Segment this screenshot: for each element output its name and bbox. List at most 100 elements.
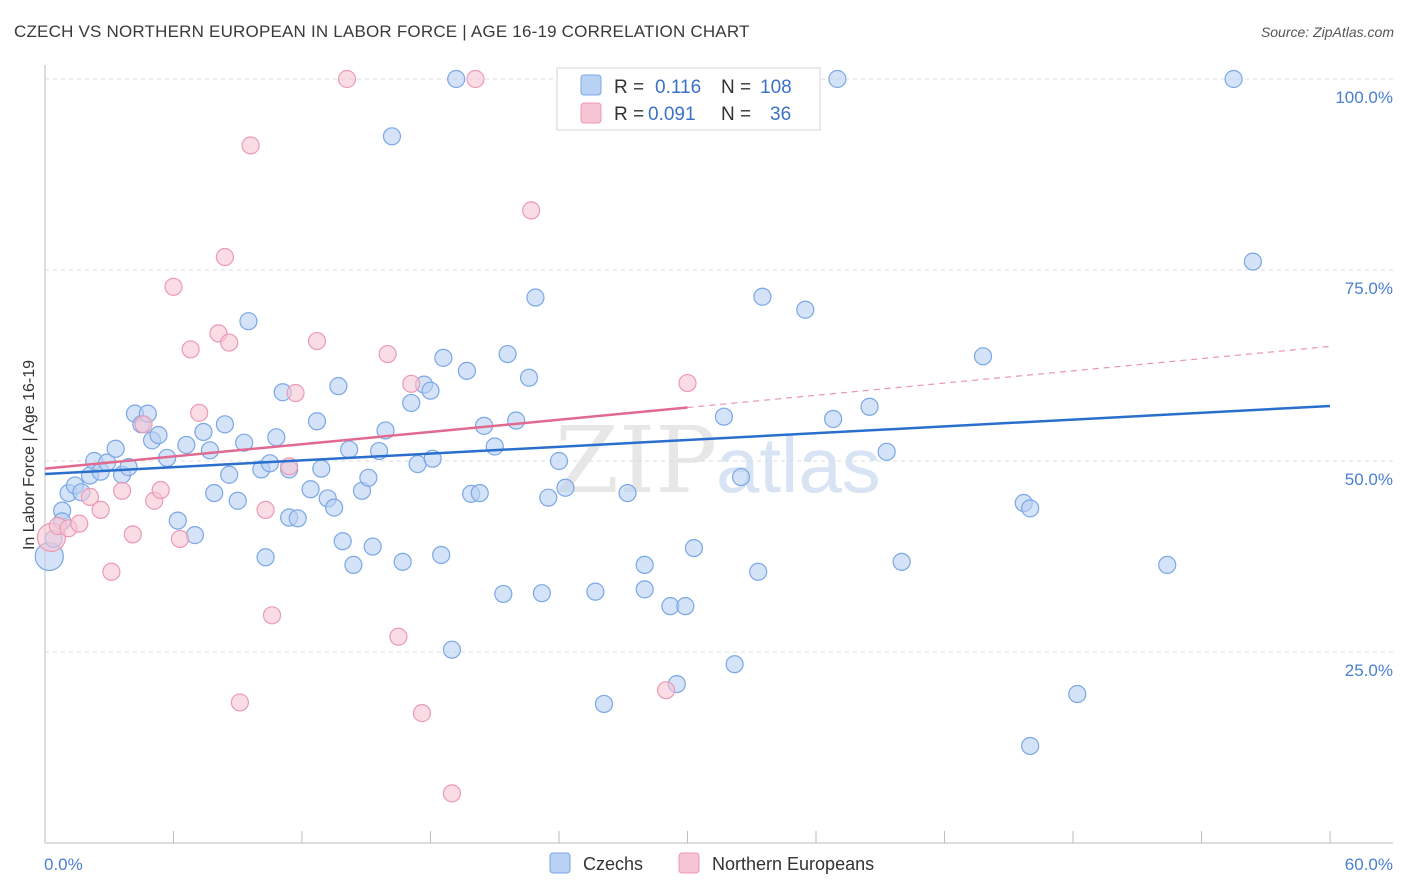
czechs-point-102 xyxy=(1224,69,1243,89)
northern-trend-line xyxy=(44,406,688,470)
northern-point-32 xyxy=(466,69,485,89)
northern-point-28 xyxy=(389,627,408,646)
czechs-point-96 xyxy=(973,347,993,366)
czechs-point-73 xyxy=(549,451,569,471)
czechs-point-77 xyxy=(635,555,654,575)
czechs-point-84 xyxy=(714,407,734,426)
czechs-point-69 xyxy=(519,368,539,387)
legend-n-label-northern: N = xyxy=(721,104,751,125)
czechs-point-23 xyxy=(200,441,220,460)
czechs-point-92 xyxy=(828,69,847,89)
czechs-point-98 xyxy=(1021,499,1040,518)
x-tick-max: 60.0% xyxy=(1345,855,1393,874)
legend-r-label-czechs: R = xyxy=(614,77,644,98)
czechs-point-68 xyxy=(507,411,526,430)
czechs-point-59 xyxy=(442,640,462,659)
watermark-zip: ZIP xyxy=(555,407,717,514)
czechs-point-48 xyxy=(363,537,382,556)
northern-point-9 xyxy=(134,415,153,434)
northern-trend-extension xyxy=(687,345,1331,409)
czechs-point-20 xyxy=(177,435,196,455)
czechs-point-57 xyxy=(432,545,451,565)
trend-lines xyxy=(44,345,1331,476)
czechs-point-82 xyxy=(684,538,704,558)
czechs-point-17 xyxy=(149,425,168,445)
czechs-point-106 xyxy=(594,694,614,714)
northern-point-15 xyxy=(190,403,209,422)
northern-point-30 xyxy=(412,704,432,723)
czechs-point-66 xyxy=(494,584,513,604)
czechs-point-21 xyxy=(185,526,205,545)
czechs-point-104 xyxy=(421,381,440,400)
czechs-point-43 xyxy=(333,532,352,551)
czechs-point-63 xyxy=(470,483,489,503)
northern-point-27 xyxy=(378,344,397,364)
northern-point-24 xyxy=(286,383,305,403)
czechs-point-85 xyxy=(725,655,744,674)
source-label: Source: ZipAtlas.com xyxy=(1260,24,1394,40)
northern-point-34 xyxy=(656,681,676,700)
czechs-point-61 xyxy=(457,361,477,380)
czechs-point-40 xyxy=(312,459,331,478)
northern-point-31 xyxy=(442,784,462,803)
czechs-point-76 xyxy=(618,483,637,503)
bottom-legend-northern: Northern Europeans xyxy=(712,854,874,874)
northern-point-19 xyxy=(230,693,249,712)
czechs-point-93 xyxy=(860,397,879,416)
czechs-point-75 xyxy=(586,582,605,601)
czechs-point-78 xyxy=(635,580,654,599)
y-tick-label-50: 50.0% xyxy=(1345,470,1393,489)
legend-swatch-northern-europeans xyxy=(580,102,602,124)
northern-point-6 xyxy=(102,562,121,581)
northern-point-21 xyxy=(256,500,275,519)
czechs-point-22 xyxy=(194,422,213,442)
czechs-point-91 xyxy=(824,409,843,429)
czechs-point-99 xyxy=(1021,736,1040,756)
czechs-point-81 xyxy=(676,597,695,616)
czechs-point-67 xyxy=(498,344,517,364)
czechs-point-19 xyxy=(168,511,187,530)
legend-r-czechs: 0.116 xyxy=(655,77,701,98)
czechs-point-28 xyxy=(235,433,254,452)
czechs-point-24 xyxy=(205,483,224,503)
czechs-point-86 xyxy=(731,467,751,487)
legend-swatch-czechs xyxy=(580,74,602,96)
czechs-point-90 xyxy=(796,300,815,319)
northern-point-25 xyxy=(307,331,327,351)
gridlines xyxy=(45,78,1393,653)
northern-point-17 xyxy=(215,247,234,267)
x-tick-min: 0.0% xyxy=(44,855,83,874)
northern-point-5 xyxy=(91,500,110,519)
czechs-point-107 xyxy=(325,498,344,517)
czechs-point-60 xyxy=(447,69,466,89)
czechs-point-94 xyxy=(877,442,896,461)
czechs-point-103 xyxy=(1243,252,1263,271)
y-tick-labels: 25.0% 50.0% 75.0% 100.0% xyxy=(1335,88,1393,680)
northern-point-3 xyxy=(70,514,89,533)
czechs-point-74 xyxy=(556,478,575,497)
czechs-point-51 xyxy=(382,127,402,146)
northern-point-11 xyxy=(151,480,170,500)
bottom-legend-swatch-northern xyxy=(678,852,700,874)
czechs-point-39 xyxy=(307,412,327,431)
northern-point-35 xyxy=(678,373,697,393)
czechs-point-88 xyxy=(753,287,772,306)
czechs-point-42 xyxy=(329,377,348,396)
watermark-atlas: atlas xyxy=(716,421,881,509)
legend-n-label-czechs: N = xyxy=(721,77,751,98)
czechs-point-58 xyxy=(434,348,453,367)
czechs-point-71 xyxy=(532,584,551,603)
northern-point-14 xyxy=(181,340,200,359)
chart-title: CZECH VS NORTHERN EUROPEAN IN LABOR FORC… xyxy=(14,22,750,41)
czechs-point-33 xyxy=(267,428,286,447)
czechs-point-52 xyxy=(393,552,412,571)
czechs-point-29 xyxy=(239,312,258,331)
northern-point-7 xyxy=(112,481,132,500)
czechs-point-25 xyxy=(215,415,234,434)
czechs-point-12 xyxy=(119,458,138,477)
czechs-point-26 xyxy=(220,465,239,484)
legend-n-czechs: 108 xyxy=(760,77,792,98)
x-tick-labels: 0.0% 60.0% xyxy=(44,855,1393,874)
northern-point-22 xyxy=(262,606,282,625)
